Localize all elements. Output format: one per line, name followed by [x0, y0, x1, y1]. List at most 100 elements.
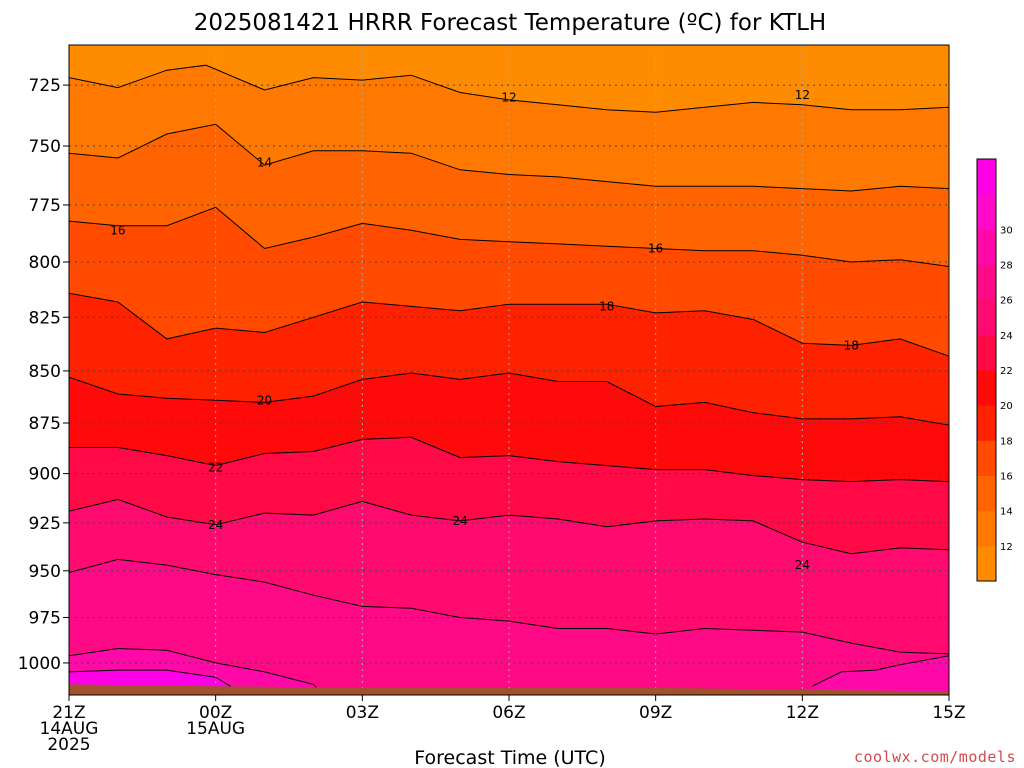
y-tick-label: 725: [29, 76, 61, 96]
isotherm-surface-0: [69, 647, 324, 695]
isotherm-label-text: 18: [599, 299, 614, 313]
x-tick-line: 09Z: [639, 703, 672, 723]
x-tick-line: 15AUG: [186, 719, 245, 739]
x-tick-line: 03Z: [346, 703, 379, 723]
colorbar-label: 28: [1000, 261, 1013, 272]
colorbar-swatch: [977, 405, 996, 441]
isotherm-label: 16: [110, 223, 125, 237]
isotherm-label: 18: [599, 299, 614, 313]
colorbar-label: 24: [1000, 331, 1013, 342]
isotherm-16: [69, 206, 949, 267]
y-tick-label: 800: [29, 253, 61, 273]
x-tick-label: 00Z 15AUG: [186, 703, 245, 739]
isotherm-label-text: 22: [208, 461, 223, 475]
band-above-28-midday: [812, 655, 949, 695]
x-tick-label: 09Z: [639, 703, 672, 723]
isotherm-label: 12: [795, 88, 810, 102]
isotherm-lines: [69, 64, 949, 695]
x-tick-label: 12Z: [786, 703, 819, 723]
isotherm-label-text: 24: [452, 514, 467, 528]
x-tick-line: 12Z: [786, 703, 819, 723]
x-tick-label: 06Z: [492, 703, 525, 723]
colorbar-label: 26: [1000, 296, 1013, 307]
isotherm-label: 14: [257, 156, 272, 170]
isotherm-label-text: 20: [257, 393, 272, 407]
colorbar-swatch: [977, 264, 996, 301]
plot-area: 12 12 14 16 16 18 18 20 22 24 24 24: [69, 45, 949, 695]
colorbar-swatch: [977, 159, 996, 195]
isotherm-label-text: 14: [257, 156, 272, 170]
x-tick-line: 15Z: [932, 703, 965, 723]
x-tick-line: 14AUG: [40, 719, 99, 739]
colorbar-label: 18: [1000, 436, 1013, 447]
colorbar-frame: [976, 158, 997, 582]
colorbar-label: 16: [1000, 472, 1013, 483]
y-tick-label: 925: [29, 514, 61, 534]
colorbar-swatch: [977, 545, 996, 582]
x-tick-line: 00Z: [199, 703, 232, 723]
colorbar-label: 20: [1000, 401, 1013, 412]
isotherm-22: [69, 436, 949, 483]
ground-surface: [69, 684, 949, 695]
x-tick-label: 03Z: [346, 703, 379, 723]
isotherm-surface-2: [811, 655, 949, 695]
isotherm-label: 12: [501, 90, 516, 104]
isotherm-label-text: 12: [795, 88, 810, 102]
temperature-fill-bands: [69, 45, 949, 695]
isotherm-12: [69, 64, 949, 113]
y-tick-label: 950: [29, 562, 61, 582]
y-tick-label: 850: [29, 362, 61, 382]
x-tick-label: 15Z: [932, 703, 965, 723]
x-tick-line: 21Z: [52, 703, 85, 723]
y-axis-ticks: 725 750 775 800 825 850 875 900 925 950 975 1000: [18, 76, 69, 674]
isotherm-label-text: 16: [648, 241, 663, 255]
colorbar-label: 30: [1000, 225, 1013, 236]
y-tick-label: 775: [29, 196, 61, 216]
x-tick-label: 21Z 14AUG 2025: [40, 703, 99, 755]
colorbar: 12 14 16 18 20 22 24 26 28 30: [976, 158, 1013, 582]
colorbar-swatch: [977, 194, 996, 230]
y-tick-label: 825: [29, 308, 61, 328]
y-tick-label: 975: [29, 608, 61, 628]
isotherm-label-text: 18: [844, 338, 859, 352]
colorbar-label: 14: [1000, 507, 1013, 518]
colorbar-swatch: [977, 299, 996, 336]
isotherm-18: [69, 292, 949, 357]
y-tick-label: 900: [29, 465, 61, 485]
x-axis-ticks: 21Z 14AUG 2025 00Z 15AUG 03Z 06Z 09Z 12Z 15Z: [40, 695, 966, 755]
isotherm-label: 18: [844, 338, 859, 352]
chart-title: 2025081421 HRRR Forecast Temperature (ºC…: [194, 10, 826, 36]
colorbar-label: 22: [1000, 366, 1013, 377]
x-tick-line: 06Z: [492, 703, 525, 723]
colorbar-swatch: [977, 370, 996, 406]
isotherm-label-text: 16: [110, 223, 125, 237]
isotherm-label-text: 24: [208, 518, 223, 532]
colorbar-label: 12: [1000, 542, 1013, 553]
credit-text: coolwx.com/models: [854, 748, 1016, 766]
isotherm-24: [69, 498, 949, 555]
grid-lines: [69, 45, 949, 695]
colorbar-swatch: [977, 440, 996, 476]
isotherm-label: 24: [795, 558, 810, 572]
colorbar-swatch: [977, 475, 996, 512]
isotherm-label: 24: [208, 518, 223, 532]
colorbar-swatch: [977, 334, 996, 371]
isotherm-14: [69, 123, 949, 192]
y-tick-label: 875: [29, 414, 61, 434]
isotherm-20: [69, 372, 949, 426]
isotherm-label: 20: [257, 393, 272, 407]
colorbar-swatch: [977, 229, 996, 265]
x-tick-line: 2025: [47, 735, 90, 755]
y-tick-label: 750: [29, 137, 61, 157]
isotherm-26: [69, 558, 949, 655]
isotherm-label: 22: [208, 461, 223, 475]
y-tick-label: 1000: [18, 654, 61, 674]
colorbar-swatch: [977, 510, 996, 547]
isotherm-label: 16: [648, 241, 663, 255]
isotherm-label-text: 12: [501, 90, 516, 104]
isotherm-label-text: 24: [795, 558, 810, 572]
x-axis-label: Forecast Time (UTC): [414, 747, 605, 768]
isotherm-labels: 12 12 14 16 16 18 18 20 22 24 24 24: [110, 88, 859, 572]
isotherm-label: 24: [452, 514, 467, 528]
